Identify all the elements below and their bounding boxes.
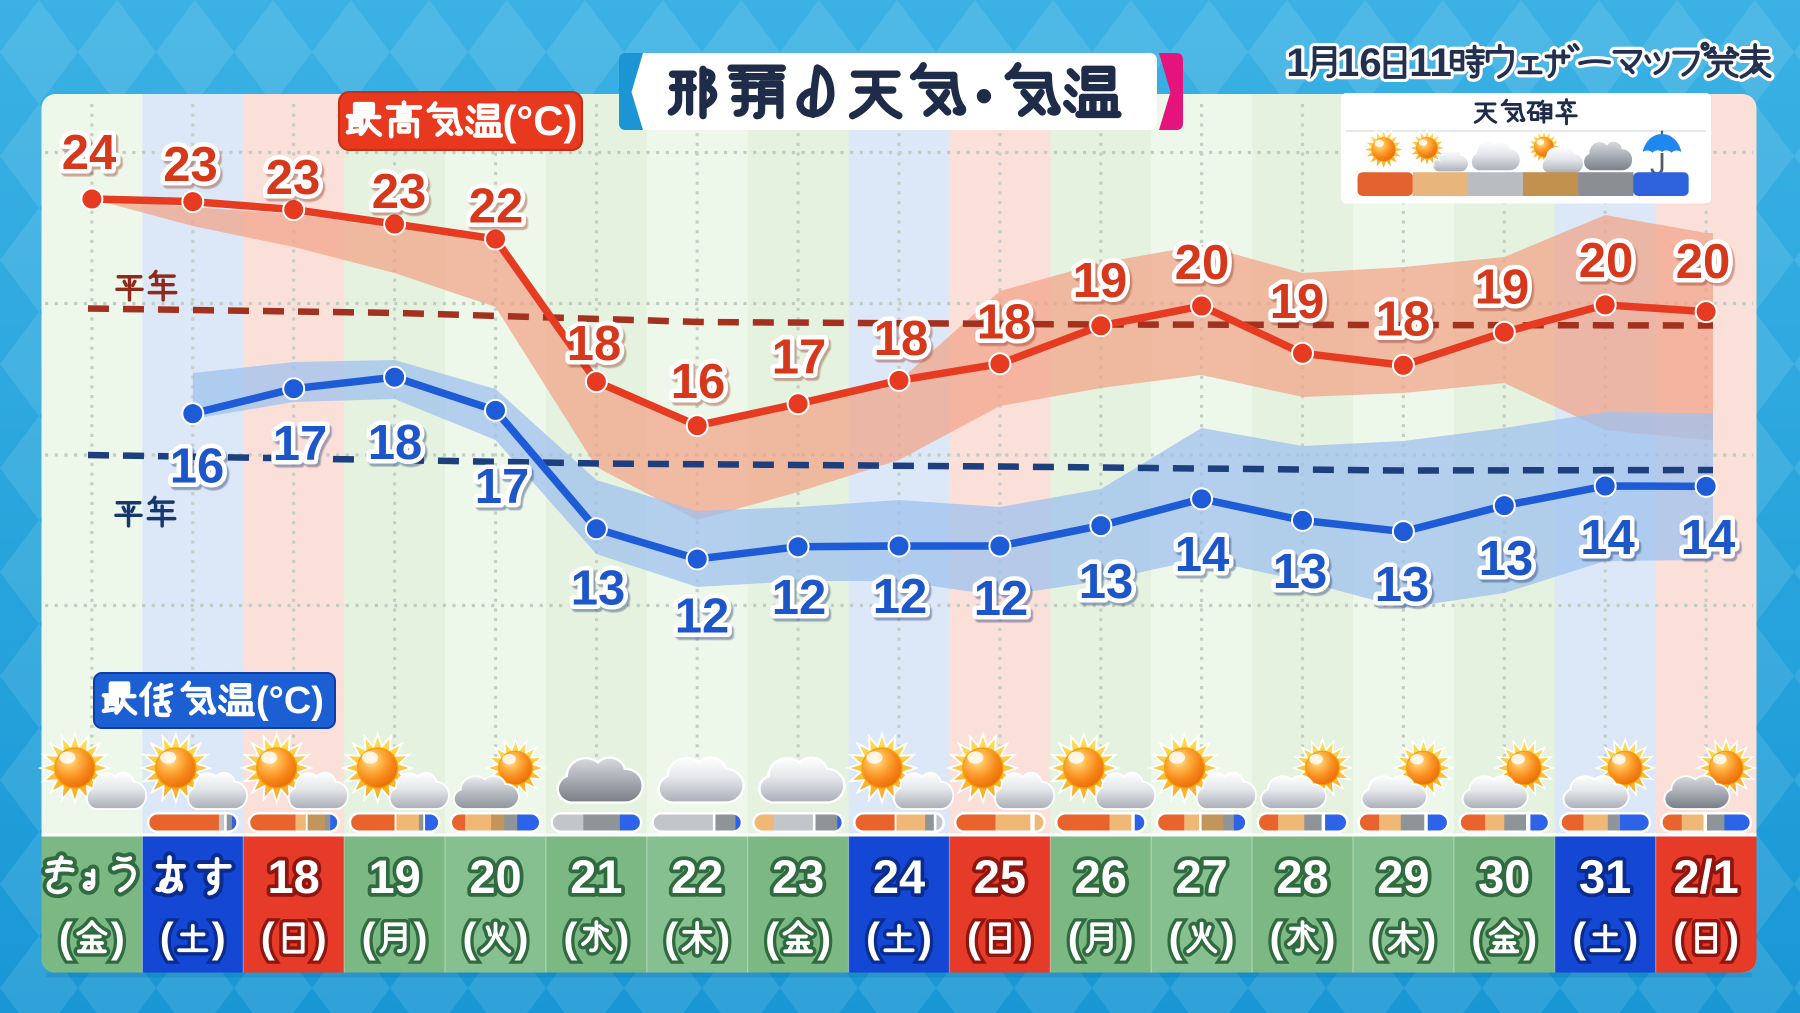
svg-text:20: 20 [1579,234,1634,288]
svg-text:18: 18 [368,416,423,470]
svg-text:(°C): (°C) [256,680,324,722]
svg-text:17: 17 [772,331,827,385]
svg-text:12: 12 [772,571,827,625]
svg-text:(: ( [866,914,880,961]
svg-text:19: 19 [1475,261,1530,315]
svg-text:14: 14 [1175,528,1230,582]
svg-text:(: ( [59,914,73,961]
svg-text:18: 18 [1376,292,1431,346]
svg-text:): ) [1322,914,1336,961]
svg-text:(°C): (°C) [502,97,577,144]
svg-text:13: 13 [1375,558,1430,612]
svg-text:22: 22 [469,180,524,234]
svg-text:): ) [414,914,428,961]
svg-text:29: 29 [1377,850,1429,903]
svg-text:16: 16 [671,355,726,409]
svg-text:2/1: 2/1 [1673,850,1738,903]
svg-text:16: 16 [1337,40,1382,85]
svg-text:24: 24 [873,850,925,903]
svg-text:): ) [1624,914,1638,961]
svg-text:): ) [111,914,125,961]
svg-text:1: 1 [1286,40,1308,85]
svg-text:(: ( [1572,914,1586,961]
svg-text:(: ( [261,914,275,961]
svg-text:13: 13 [1479,532,1534,586]
svg-text:(: ( [1673,914,1687,961]
svg-text:(: ( [765,914,779,961]
svg-text:): ) [1221,914,1235,961]
svg-text:18: 18 [268,850,320,903]
svg-text:23: 23 [266,151,321,205]
svg-text:27: 27 [1175,850,1227,903]
svg-text:30: 30 [1478,850,1530,903]
svg-text:23: 23 [372,165,427,219]
svg-text:20: 20 [469,850,521,903]
svg-text:13: 13 [571,562,626,616]
svg-text:14: 14 [1681,511,1736,565]
svg-text:18: 18 [874,312,929,366]
svg-text:(: ( [1068,914,1082,961]
svg-text:19: 19 [1073,254,1128,308]
svg-text:17: 17 [475,460,530,514]
svg-text:): ) [1725,914,1739,961]
svg-text:(: ( [563,914,577,961]
svg-text:19: 19 [1270,275,1325,329]
svg-text:26: 26 [1075,850,1127,903]
svg-text:): ) [212,914,226,961]
svg-text:): ) [918,914,932,961]
svg-text:28: 28 [1276,850,1328,903]
svg-text:): ) [1019,914,1033,961]
svg-text:13: 13 [1273,545,1328,599]
svg-text:): ) [817,914,831,961]
svg-text:(: ( [664,914,678,961]
svg-text:16: 16 [170,440,225,494]
svg-text:): ) [515,914,529,961]
svg-text:(: ( [1370,914,1384,961]
svg-text:23: 23 [163,138,218,192]
svg-text:(: ( [362,914,376,961]
svg-text:21: 21 [570,850,622,903]
svg-text:25: 25 [974,850,1026,903]
svg-text:22: 22 [671,850,723,903]
svg-text:12: 12 [974,572,1029,626]
svg-text:): ) [1422,914,1436,961]
svg-text:12: 12 [873,570,928,624]
svg-text:24: 24 [62,126,117,180]
svg-text:(: ( [967,914,981,961]
svg-text:20: 20 [1175,236,1230,290]
svg-text:(: ( [160,914,174,961]
svg-text:19: 19 [368,850,420,903]
svg-text:11: 11 [1409,40,1452,85]
svg-text:(: ( [1270,914,1284,961]
svg-text:(: ( [463,914,477,961]
svg-text:): ) [1523,914,1537,961]
svg-text:): ) [716,914,730,961]
svg-text:(: ( [1471,914,1485,961]
svg-text:17: 17 [273,417,328,471]
svg-text:): ) [313,914,327,961]
svg-text:23: 23 [772,850,824,903]
svg-text:18: 18 [977,296,1032,350]
svg-text:): ) [1120,914,1134,961]
svg-text:12: 12 [675,590,730,644]
svg-text:18: 18 [567,317,622,371]
svg-text:(: ( [1169,914,1183,961]
svg-text:20: 20 [1676,235,1731,289]
svg-text:13: 13 [1079,555,1134,609]
svg-text:): ) [615,914,629,961]
svg-text:14: 14 [1580,511,1635,565]
svg-text:31: 31 [1579,850,1631,903]
